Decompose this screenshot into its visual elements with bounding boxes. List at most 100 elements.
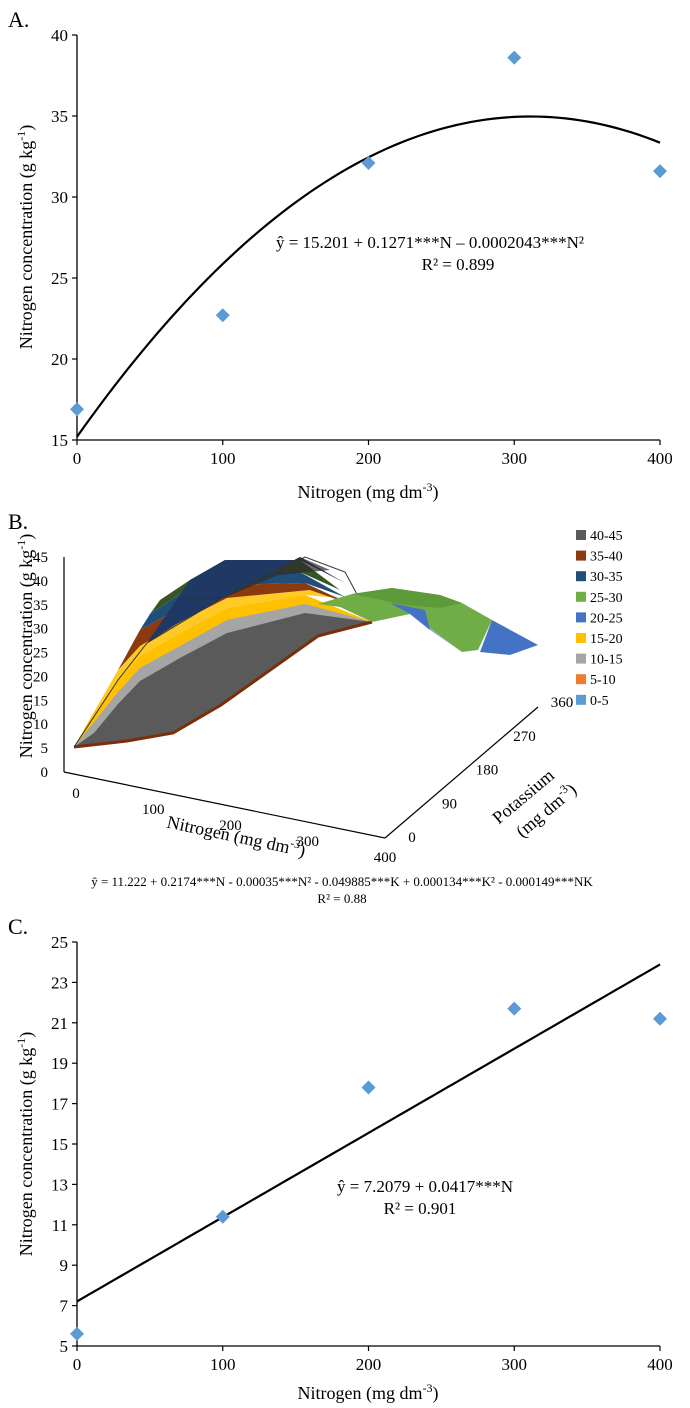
legend-label: 30-35 xyxy=(590,570,623,585)
z-tick-label: 5 xyxy=(41,741,49,757)
x-tick-label: 400 xyxy=(647,1355,673,1374)
surface-band-20-25 xyxy=(480,620,538,655)
panel-c-equation: ŷ = 7.2079 + 0.0417***N xyxy=(337,1177,513,1196)
k-tick-label: 360 xyxy=(551,695,574,711)
x-tick-label: 300 xyxy=(297,834,320,850)
y-tick-label: 9 xyxy=(60,1256,69,1275)
k-tick-label: 90 xyxy=(442,796,457,812)
y-tick-label: 25 xyxy=(51,933,68,952)
data-point xyxy=(70,402,84,417)
panel-c-letter: C. xyxy=(8,914,28,939)
data-point xyxy=(215,308,230,323)
legend-swatch xyxy=(576,591,586,602)
panel-c: C. 0 100 200 300 400 5 7 9 11 13 15 17 19 21 23 25 ŷ = … xyxy=(8,914,673,1404)
surface-band-shadow xyxy=(160,557,330,600)
y-tick-label: 15 xyxy=(51,1135,68,1154)
z-tick-label: 40 xyxy=(33,574,48,590)
y-tick-label: 17 xyxy=(51,1095,69,1114)
y-tick-label: 20 xyxy=(51,350,68,369)
data-point xyxy=(507,50,522,65)
legend-swatch xyxy=(576,612,586,623)
data-point xyxy=(215,1209,230,1224)
panel-b-letter: B. xyxy=(8,509,28,534)
legend-label: 20-25 xyxy=(590,611,623,626)
legend-label: 15-20 xyxy=(590,632,623,647)
legend-swatch xyxy=(576,633,586,643)
panel-b-k-axis xyxy=(384,706,539,839)
legend-label: 0-5 xyxy=(590,694,609,709)
y-tick-label: 7 xyxy=(60,1297,69,1316)
x-tick-label: 400 xyxy=(374,850,397,866)
panel-b-equation: ŷ = 11.222 + 0.2174***N - 0.00035***N² -… xyxy=(91,874,593,889)
k-tick-label: 180 xyxy=(476,763,499,779)
x-tick-label: 300 xyxy=(502,1355,528,1374)
panel-a-r2: R² = 0.899 xyxy=(422,255,495,274)
data-point xyxy=(361,1080,376,1095)
panel-b-surface xyxy=(73,556,538,749)
x-tick-label: 200 xyxy=(356,449,382,468)
x-tick-label: 100 xyxy=(142,802,165,818)
panel-c-x-title: Nitrogen (mg dm-3) xyxy=(298,1381,439,1403)
surface-front-edge xyxy=(73,620,373,749)
legend-label: 5-10 xyxy=(590,673,616,688)
legend-swatch xyxy=(576,674,586,685)
panel-c-y-title: Nitrogen concentration (g kg-1) xyxy=(14,1032,37,1256)
panel-a-x-title: Nitrogen (mg dm-3) xyxy=(298,480,439,503)
surface-band-25-30-top xyxy=(352,588,462,608)
legend-label: 40-45 xyxy=(590,529,623,544)
panel-b-r2: R² = 0.88 xyxy=(317,891,366,906)
x-tick-label: 400 xyxy=(647,449,673,468)
panel-c-fit-line xyxy=(76,963,661,1303)
y-tick-label: 15 xyxy=(51,431,68,450)
data-point xyxy=(507,1001,522,1016)
panel-a-y-title: Nitrogen concentration (g kg-1) xyxy=(14,125,37,349)
y-tick-label: 25 xyxy=(51,269,68,288)
k-tick-label: 0 xyxy=(408,830,416,846)
z-tick-label: 35 xyxy=(33,598,48,614)
z-tick-label: 25 xyxy=(33,646,48,662)
x-tick-label: 100 xyxy=(210,449,236,468)
surface-band-40-45-low xyxy=(74,613,372,747)
x-tick-label: 100 xyxy=(210,1355,236,1374)
panel-b-x-axis xyxy=(63,771,386,839)
y-tick-label: 13 xyxy=(51,1175,68,1194)
z-tick-label: 20 xyxy=(33,669,48,685)
legend-label: 25-30 xyxy=(590,591,623,606)
legend-label: 35-40 xyxy=(590,550,623,565)
legend-swatch xyxy=(576,653,586,664)
legend-label: 10-15 xyxy=(590,653,623,668)
surface-band-20-25-dark xyxy=(147,557,345,643)
x-tick-label: 0 xyxy=(73,449,82,468)
surface-top-ridge xyxy=(73,556,373,748)
y-tick-label: 5 xyxy=(60,1337,69,1356)
x-tick-label: 0 xyxy=(73,1355,82,1374)
y-tick-label: 30 xyxy=(51,188,68,207)
panel-b-legend: 40-45 35-40 30-35 25-30 20-25 15-20 10-15 5-10 0… xyxy=(576,529,623,709)
panel-b: B. 0 5 10 15 20 25 30 35 40 45 0 100 200 300 400 0 90 1… xyxy=(8,509,623,906)
z-tick-label: 30 xyxy=(33,622,48,638)
data-point xyxy=(70,1326,84,1341)
data-point xyxy=(653,1011,667,1026)
data-point xyxy=(361,155,376,170)
k-tick-label: 270 xyxy=(513,729,536,745)
y-tick-label: 23 xyxy=(51,973,68,992)
surface-band-15-20-upper xyxy=(94,590,340,712)
panel-a: A. 0 100 200 300 400 15 20 25 30 35 40 ŷ = 15.201 … xyxy=(8,7,673,503)
legend-swatch xyxy=(576,530,586,540)
panel-b-y-title: Nitrogen concentration (g kg-1) xyxy=(14,534,37,758)
panel-a-letter: A. xyxy=(8,7,29,32)
z-tick-label: 10 xyxy=(33,717,48,733)
x-tick-label: 200 xyxy=(356,1355,382,1374)
legend-swatch xyxy=(576,550,586,561)
z-tick-label: 45 xyxy=(33,550,48,566)
z-tick-label: 15 xyxy=(33,693,48,709)
data-point xyxy=(653,164,667,179)
y-tick-label: 11 xyxy=(52,1216,68,1235)
y-tick-label: 19 xyxy=(51,1054,68,1073)
legend-swatch xyxy=(576,571,586,582)
panel-a-equation: ŷ = 15.201 + 0.1271***N – 0.0002043***N² xyxy=(276,233,584,252)
x-tick-label: 300 xyxy=(502,449,528,468)
x-tick-label: 0 xyxy=(72,786,80,802)
z-tick-label: 0 xyxy=(41,765,49,781)
